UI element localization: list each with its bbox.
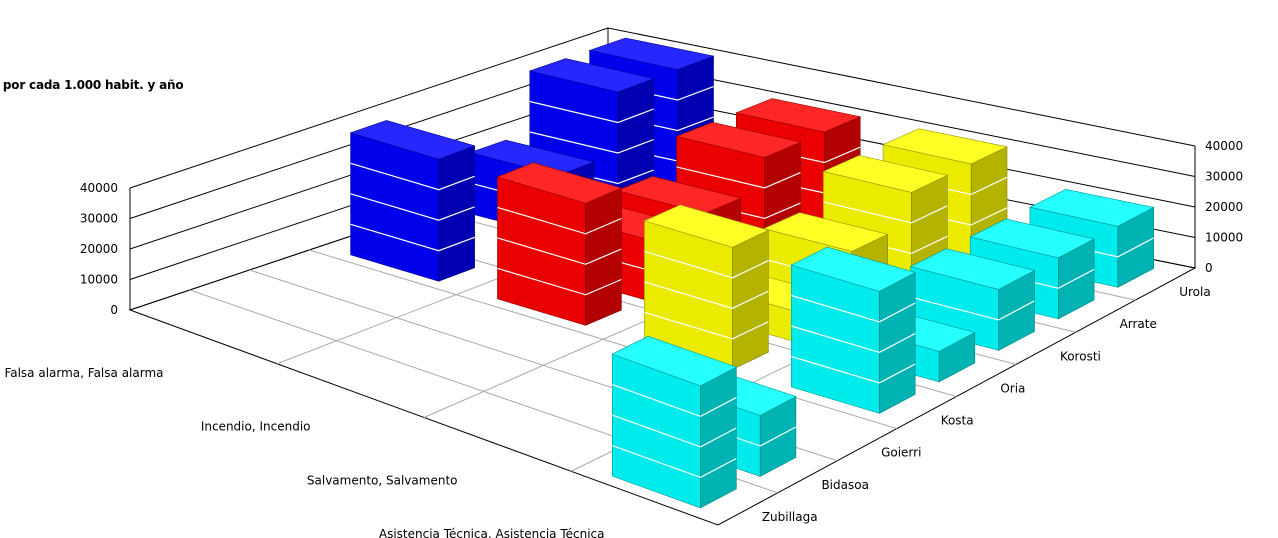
bar-band [350,162,475,191]
depth-label: Oria [1000,381,1025,395]
category-label: Falsa alarma, Falsa alarma [4,366,163,380]
bar-top-face [611,335,738,387]
category-label: Asistencia Técnica, Asistencia Técnica [379,527,605,538]
bar [643,204,770,370]
bar-top-face [588,37,715,70]
bar-top-face [528,58,655,93]
bar-top-face [762,212,889,252]
bar-top-face [349,120,476,160]
bar-band [497,237,622,265]
depth-label: Arrate [1120,317,1157,331]
bar [496,162,623,326]
bar-band [823,201,948,224]
bars [349,37,1155,509]
bar-top-face [882,128,1008,165]
bar-band [350,193,475,221]
bar-band [497,206,622,235]
bar-band [497,267,622,296]
bar-band [529,131,654,154]
bar-band [676,166,801,189]
depth-label: Bidasoa [821,478,868,492]
depth-label: Kosta [941,414,974,428]
z-tick-label-left: 0 [110,303,118,317]
depth-label: Zubillaga [762,510,818,524]
bar-top-face [822,155,949,193]
depth-label: Goierri [881,446,921,460]
bar-top-face [1029,188,1155,227]
bar-band [350,223,475,252]
z-tick-label-right: 40000 [1205,139,1243,153]
bar-top-face [909,248,1036,290]
z-tick-label-right: 0 [1205,261,1213,275]
bar-band [791,325,916,354]
category-label: Salvamento, Salvamento [307,473,458,487]
bar-top-face [675,121,802,158]
bar-band [791,294,916,323]
bar-top-face [615,176,742,214]
bar [349,120,476,282]
axis-labels: 0 10000 20000 30000 40000 0 10000 20000 30000 400… [4,139,1243,538]
z-tick-label-left: 20000 [80,242,118,256]
bar-top-face [969,218,1095,259]
bar-band [612,414,737,448]
z-tick-label-left: 30000 [80,212,118,226]
category-label: Incendio, Incendio [201,420,311,434]
bar-band [791,355,916,384]
bar-band [644,281,769,309]
bar-top-face [735,98,862,133]
z-tick-label-left: 40000 [80,181,118,195]
bar-top-face [496,162,623,204]
bar-band [612,384,737,418]
chart-title: s por cada 1.000 habit. y año [0,78,184,92]
bar [790,246,916,414]
bar-band [644,250,769,279]
bar-band [612,445,737,479]
bar [611,335,738,509]
bar-top-face [790,246,916,292]
bar-band [910,296,1035,321]
bar-band [644,311,769,340]
depth-label: Urola [1179,285,1210,299]
z-tick-label-right: 10000 [1205,231,1243,245]
depth-label: Korosti [1060,349,1101,363]
z-tick-label-right: 30000 [1205,170,1243,184]
z-tick-label-left: 10000 [80,273,118,287]
bar-band [529,100,654,124]
bar-top-face [643,204,770,248]
z-tick-label-right: 20000 [1205,200,1243,214]
